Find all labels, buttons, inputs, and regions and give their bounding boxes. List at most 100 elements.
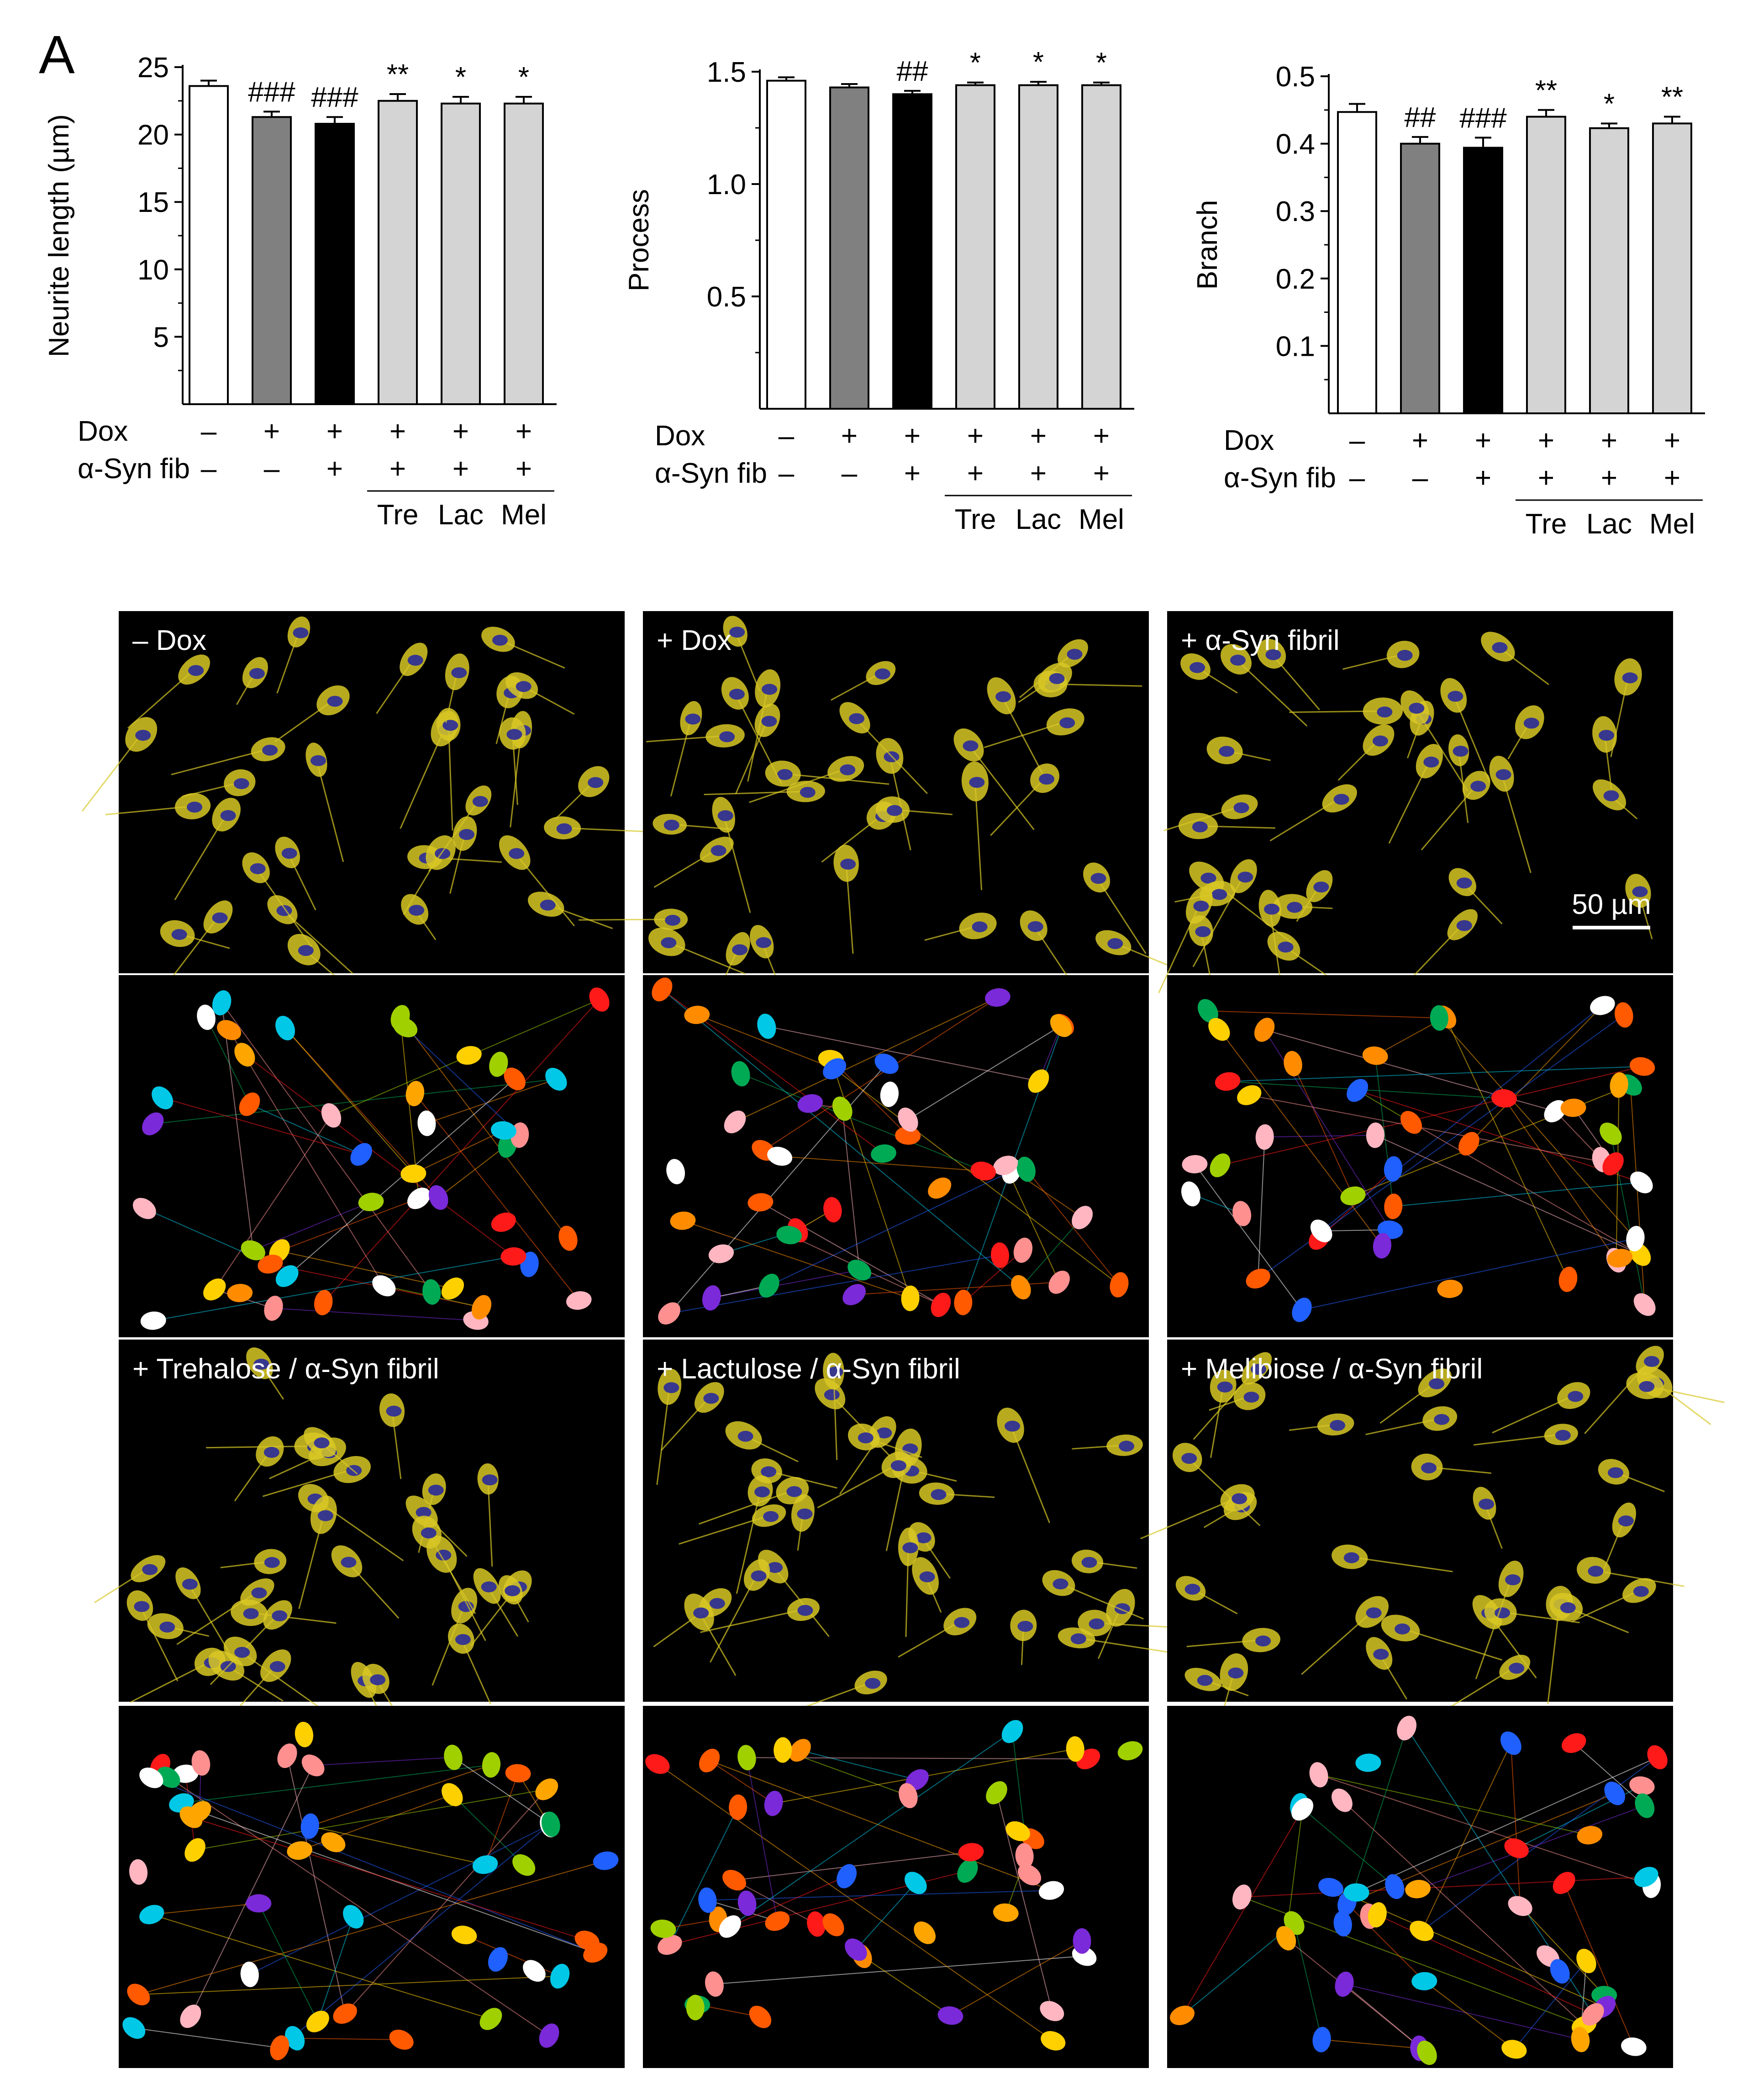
dox-sign: + (1030, 420, 1047, 452)
nucleus (767, 1562, 783, 1573)
nucleus (1479, 1498, 1495, 1510)
nucleus (849, 713, 865, 724)
nucleus (919, 1571, 935, 1583)
segmented-nucleus (140, 1311, 166, 1330)
bar (189, 85, 229, 405)
segmented-nucleus (203, 1278, 226, 1301)
nucleus (472, 796, 488, 807)
segmented-nucleus (1117, 1741, 1143, 1761)
significance-label: ## (1405, 102, 1436, 133)
segmented-nucleus (832, 1096, 853, 1121)
traced-neurite (452, 1794, 524, 1866)
neurite (316, 760, 344, 862)
micrograph-title: – Dox (132, 625, 206, 656)
fib-row-label: α-Syn fib (655, 458, 767, 489)
segmented-nucleus (1630, 1171, 1653, 1193)
traced-neurite (1356, 1757, 1658, 1893)
nucleus (1421, 1462, 1437, 1474)
traced-neurite (1417, 1805, 1645, 1890)
segmented-nucleus (1560, 1098, 1586, 1117)
segmented-nucleus (1635, 1793, 1655, 1818)
segmented-nucleus (142, 1112, 164, 1135)
traced-neurite (168, 1777, 550, 2036)
segmented-nucleus (1384, 1156, 1403, 1182)
traced-neurite (707, 1890, 1052, 1901)
segmented-nucleus (686, 1994, 705, 2021)
nucleus (840, 859, 856, 870)
nucleus (732, 944, 748, 955)
segmented-nucleus (797, 1094, 823, 1113)
nucleus (142, 1564, 158, 1575)
nucleus (865, 1678, 881, 1689)
segmented-nucleus (698, 1887, 717, 1913)
traced-neurite (1357, 1090, 1642, 1183)
nucleus (693, 1607, 709, 1619)
bar (1463, 147, 1503, 414)
nucleus (1090, 873, 1106, 884)
nucleus (827, 1367, 843, 1378)
nucleus (1070, 1633, 1086, 1645)
traced-neurite (151, 1777, 596, 1953)
nucleus (1588, 1566, 1604, 1577)
nucleus (797, 1508, 813, 1520)
nucleus (995, 691, 1011, 702)
nucleus (505, 1585, 521, 1596)
segmented-nucleus (1040, 2001, 1064, 2021)
traced-neurite (746, 1757, 778, 1921)
segmented-nucleus (842, 1284, 866, 1305)
nucleus (1039, 773, 1055, 785)
segmented-nucleus (1309, 1762, 1328, 1788)
nucleus (777, 769, 793, 780)
nucleus (234, 1646, 250, 1658)
traced-neurite (740, 1073, 984, 1171)
segmented-nucleus (350, 1143, 372, 1166)
segmented-nucleus (212, 990, 232, 1016)
segmented-nucleus (1385, 1874, 1405, 1899)
segmented-nucleus (1410, 1921, 1434, 1942)
segmented-nucleus (422, 1279, 441, 1305)
nucleus (729, 627, 745, 638)
nucleus (1423, 756, 1439, 768)
segmented-nucleus (658, 1302, 680, 1325)
segmented-nucleus (217, 1020, 242, 1040)
dox-sign: + (1412, 425, 1428, 456)
significance-label: * (455, 62, 466, 93)
segmented-nucleus (1458, 1132, 1479, 1156)
segmented-nucleus (1577, 1826, 1603, 1845)
nucleus (858, 1432, 874, 1444)
fib-sign: – (1349, 462, 1365, 494)
fib-sign: – (779, 458, 795, 489)
y-tick-label: 0.4 (1276, 129, 1315, 160)
micrograph-title: + Trehalose / α-Syn fibril (132, 1353, 439, 1385)
bar (504, 102, 544, 406)
segmented-nucleus (444, 1745, 463, 1770)
segmented-nucleus (1590, 996, 1615, 1015)
neurite (1187, 1457, 1261, 1526)
segmented-nucleus (708, 1244, 734, 1263)
fib-row-label: α-Syn fib (78, 453, 190, 485)
nucleus (407, 654, 423, 666)
traced-neurite (730, 1876, 847, 1927)
dox-sign: + (453, 416, 469, 447)
treatment-label: Lac (1586, 508, 1632, 540)
traced-neurite (1026, 1169, 1120, 1285)
significance-label: * (518, 62, 529, 93)
segmented-nucleus (258, 1255, 283, 1274)
segmented-nucleus (899, 1783, 918, 1809)
nucleus (756, 937, 772, 948)
nucleus (243, 1608, 259, 1620)
nucleus (588, 777, 604, 788)
segmented-nucleus (928, 1177, 952, 1199)
segmented-nucleus (837, 1864, 857, 1889)
neurite (736, 1491, 761, 1594)
segmented-nucleus (722, 1870, 746, 1891)
segmented-nucleus (847, 1260, 872, 1281)
nucleus (761, 716, 777, 727)
traced-neurite (153, 1256, 514, 1321)
traced-neurite (152, 1903, 259, 1915)
segmented-nucleus (1647, 1745, 1668, 1769)
segmented-nucleus (774, 1737, 792, 1763)
bar (315, 122, 355, 405)
segmented-nucleus (1110, 1272, 1129, 1298)
image-background (119, 1340, 625, 1702)
